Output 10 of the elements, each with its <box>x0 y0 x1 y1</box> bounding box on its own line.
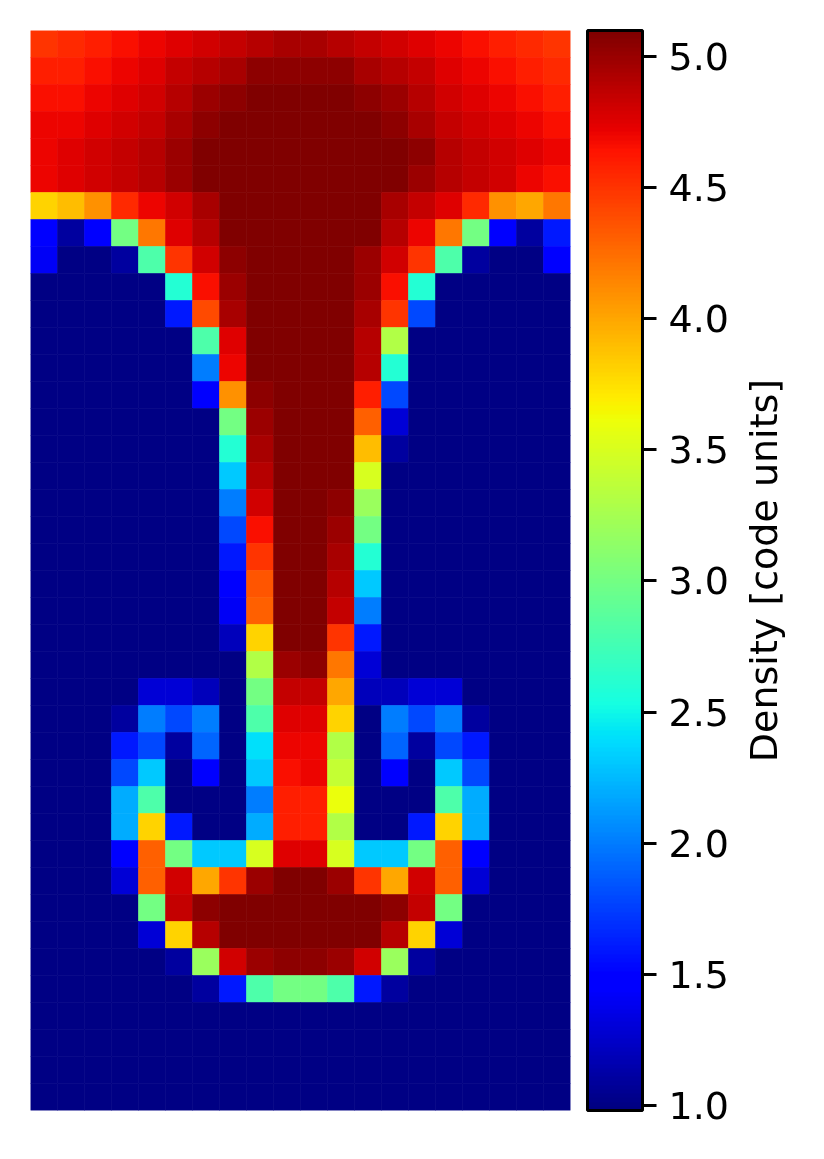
color-bar-label: 3.0 <box>668 559 729 604</box>
color-bar-title: Density [code units] <box>741 378 786 763</box>
color-bar-label: 5.0 <box>668 35 729 80</box>
color-bar-label: 1.0 <box>668 1083 729 1128</box>
color-bar-label: 3.5 <box>668 428 729 473</box>
color-bar-label: 1.5 <box>668 952 729 997</box>
color-bar-label: 2.5 <box>668 690 729 735</box>
color-bar-label: 2.0 <box>668 821 729 866</box>
color-bar-label: 4.0 <box>668 297 729 342</box>
color-bar-label: 4.5 <box>668 166 729 211</box>
